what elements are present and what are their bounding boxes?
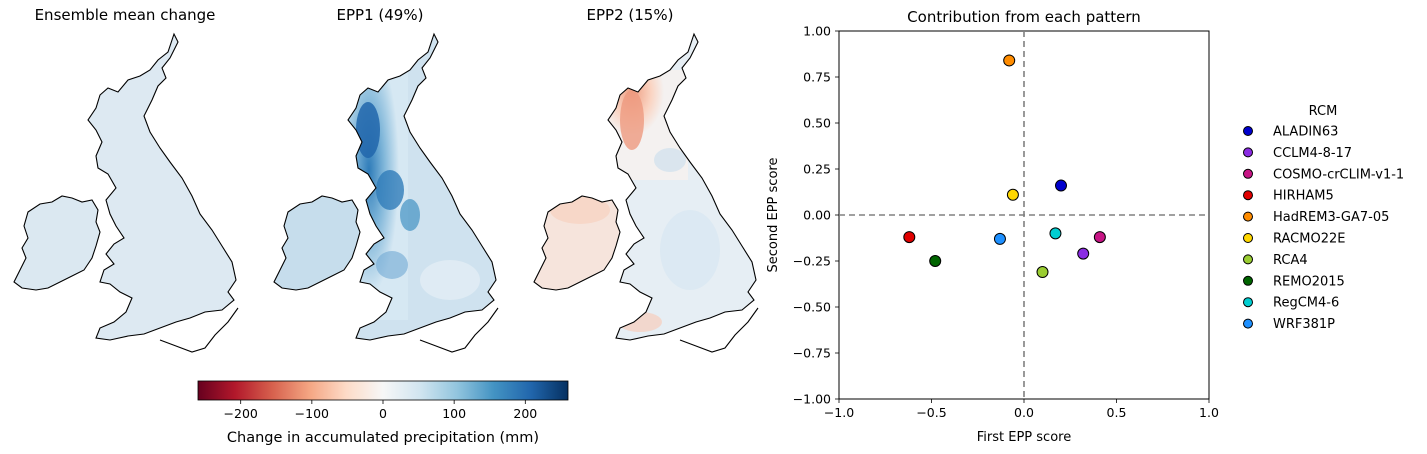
legend-label: RegCM4-6 [1273,296,1339,311]
y-tick-label: −0.50 [793,300,831,315]
legend-label: CCLM4-8-17 [1273,146,1352,161]
point-wrf381p [993,232,1006,245]
legend: RCM ALADIN63 CCLM4-8-17 COSMO-crCLIM-v1-1 H… [1243,104,1404,332]
y-tick-label: 0.00 [803,208,831,223]
legend-marker [1243,190,1253,201]
point-aladin63 [1055,179,1067,192]
continent-coastline [159,307,239,353]
y-tick-label: 0.50 [803,116,831,131]
legend-label: HadREM3-GA7-05 [1273,210,1389,225]
colorbar-label: Change in accumulated precipitation (mm) [227,430,539,446]
legend-label: RACMO22E [1273,232,1345,247]
data-points [903,54,1106,279]
legend-label: HIRHAM5 [1273,189,1334,204]
x-tick-label: 0.5 [1107,405,1127,420]
x-tick-label: 1.0 [1199,405,1219,420]
point-hirham5 [903,231,916,244]
colorbar-tick-label: 0 [379,406,387,421]
point-remo2015 [929,255,942,267]
y-axis-ticks: −1.00 −0.75 −0.50 −0.25 0.00 0.25 0.50 0.75 1.00 [793,24,839,407]
colorbar: −200 −100 0 100 200 Change in accumulated pr… [197,380,569,446]
x-tick-label: −1.0 [824,405,854,420]
map-title-epp1: EPP1 (49%) [336,6,424,24]
x-axis-label: First EPP score [977,430,1071,445]
legend-marker [1243,147,1253,158]
y-tick-label: −0.25 [793,254,831,269]
legend-marker [1243,297,1253,308]
colorbar-tick-label: 100 [442,406,466,421]
legend-marker [1243,168,1253,179]
x-axis-ticks: −1.0 −0.5 0.0 0.5 1.0 [824,399,1219,420]
y-tick-label: −0.75 [793,346,831,361]
map-ensemble-mean [13,33,239,353]
point-rca4 [1036,266,1049,279]
legend-marker [1243,318,1253,329]
colorbar-bar [197,380,569,401]
y-tick-label: 1.00 [803,24,831,39]
point-cosmo-crclim-v1-1 [1093,231,1106,244]
point-cclm4-8-17 [1077,247,1090,260]
colorbar-tick-label: 200 [513,406,537,421]
point-hadrem3-ga7-05 [1003,54,1016,67]
y-tick-label: −1.00 [793,392,831,407]
x-tick-label: −0.5 [916,405,946,420]
legend-marker [1243,254,1253,265]
maps-panel: −200 −100 0 100 200 Change in accumulated pr… [13,33,759,446]
y-tick-label: 0.25 [803,162,831,177]
colorbar-tick-label: −100 [295,406,329,421]
legend-marker [1243,275,1253,286]
map-epp1 [273,33,499,353]
legend-marker [1243,211,1253,222]
x-tick-label: 0.0 [1014,405,1034,420]
legend-label: WRF381P [1273,317,1335,332]
y-tick-label: 0.75 [803,70,831,85]
point-racmo22e [1006,188,1019,201]
legend-marker [1243,126,1253,136]
chart-title: Contribution from each pattern [907,8,1141,26]
colorbar-ticks: −200 −100 0 100 200 [224,400,537,421]
legend-label: COSMO-crCLIM-v1-1 [1273,167,1404,182]
legend-title: RCM [1309,104,1338,119]
colorbar-tick-label: −200 [224,406,258,421]
legend-label: ALADIN63 [1273,125,1338,140]
legend-label: RCA4 [1273,253,1308,268]
map-title-epp2: EPP2 (15%) [586,6,674,24]
y-axis-label: Second EPP score [766,158,781,273]
legend-marker [1243,233,1253,243]
map-epp2 [533,33,759,353]
map-title-ensemble-mean: Ensemble mean change [34,6,216,24]
point-regcm4-6 [1049,227,1062,240]
legend-label: REMO2015 [1273,274,1345,289]
